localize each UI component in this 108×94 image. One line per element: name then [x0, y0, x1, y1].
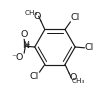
Text: O: O: [34, 12, 41, 21]
Text: ⁻O: ⁻O: [11, 53, 24, 62]
Text: CH₃: CH₃: [71, 78, 85, 84]
Text: +: +: [24, 42, 30, 48]
Text: CH₃: CH₃: [25, 10, 38, 16]
Text: Cl: Cl: [71, 13, 80, 22]
Text: Cl: Cl: [85, 43, 94, 52]
Text: N: N: [22, 41, 29, 50]
Text: O: O: [69, 73, 77, 82]
Text: O: O: [20, 30, 28, 39]
Text: Cl: Cl: [30, 72, 39, 81]
